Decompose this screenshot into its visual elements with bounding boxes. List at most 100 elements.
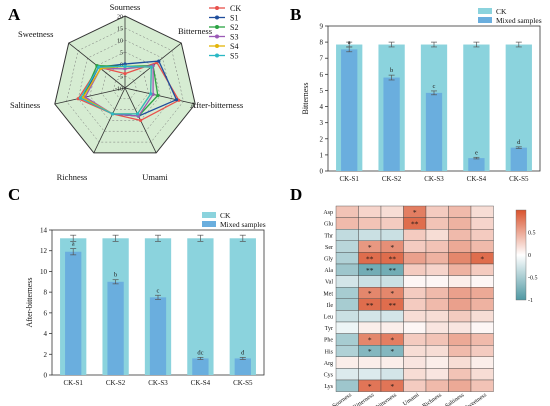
heatmap-cell <box>358 228 382 241</box>
radar-tick-label: -5 <box>118 75 123 81</box>
significance-mark: ** <box>411 220 419 229</box>
heatmap-cell <box>403 345 427 358</box>
heatmap-cell <box>358 368 382 381</box>
heatmap-cell <box>470 368 494 381</box>
significance-mark: ** <box>389 301 397 310</box>
heatmap-cell <box>358 356 382 369</box>
legend-label: S2 <box>230 23 238 32</box>
column-label: Saltiness <box>444 392 465 406</box>
legend-marker <box>215 15 219 20</box>
heatmap-cell <box>448 356 472 369</box>
heatmap-cell <box>335 240 359 253</box>
bar-mixed <box>234 358 251 375</box>
heatmap-cell <box>448 379 472 392</box>
colorbar-tick-label: 0.5 <box>528 231 536 237</box>
heatmap-cell <box>425 205 449 218</box>
legend-label: S5 <box>230 52 238 61</box>
heatmap-cell <box>335 298 359 311</box>
after-bitterness-bar-chart: 0 2 4 6 8 10 12 14 After-bitterness a CK-S1 b CK-S2 c… <box>25 211 266 387</box>
heatmap-cell <box>425 333 449 346</box>
heatmap-cell <box>403 263 427 276</box>
heatmap-cell <box>335 345 359 358</box>
significance-mark: * <box>390 336 394 345</box>
radar-point <box>151 92 155 96</box>
heatmap-cell <box>425 263 449 276</box>
radar-point <box>97 65 101 69</box>
heatmap-cell <box>448 275 472 288</box>
significance-letter: d <box>517 139 521 146</box>
heatmap-cell <box>403 298 427 311</box>
y-tick-label: 8 <box>320 39 324 47</box>
heatmap-cell <box>448 205 472 218</box>
radar-axis <box>124 87 196 105</box>
heatmap-cell <box>335 228 359 241</box>
bar-mixed <box>510 147 527 171</box>
legend-label: S3 <box>230 33 238 42</box>
heatmap-cell <box>448 228 472 241</box>
row-label: Asp <box>323 210 333 216</box>
heatmap-cell <box>448 217 472 230</box>
heatmap-cell <box>448 287 472 300</box>
legend-marker <box>215 53 219 58</box>
radar-series-s5 <box>79 65 152 115</box>
heatmap-cell <box>358 310 382 323</box>
bar-ck <box>463 44 490 171</box>
y-axis-label: Bitterness <box>301 83 310 115</box>
row-label: Gly <box>324 257 333 263</box>
significance-mark: ** <box>366 266 374 275</box>
column-label: Bitterness <box>352 392 376 406</box>
significance-mark: * <box>368 347 372 356</box>
bar-mixed <box>425 92 443 171</box>
radar-axis <box>93 87 126 154</box>
heatmap-cell <box>425 368 449 381</box>
row-label: Thr <box>324 233 333 239</box>
radar-tick-label: 0 <box>120 63 123 69</box>
radar-tick-label: 10 <box>117 39 123 45</box>
column-label: Richness <box>422 392 444 406</box>
significance-mark: * <box>390 347 394 356</box>
colorbar-tick-label: 0 <box>528 253 531 259</box>
y-tick-label: 5 <box>320 87 324 95</box>
heatmap-cell <box>380 205 404 218</box>
column-label: Sweetness <box>464 392 488 406</box>
row-label: Lys <box>324 384 333 390</box>
x-tick-label: CK-S2 <box>106 379 126 387</box>
bar-mixed <box>341 49 358 171</box>
radar-axis <box>54 87 126 105</box>
heatmap-cell <box>448 240 472 253</box>
heatmap-cell <box>403 275 427 288</box>
radar-chart: -10 -5 0 5 10 15 20 Sourness Bitterness After-bit… <box>10 2 243 182</box>
panel-label-a: A <box>8 5 21 24</box>
significance-letter: b <box>390 67 393 74</box>
legend-swatch-ck <box>478 8 492 14</box>
row-label: Ala <box>324 268 333 274</box>
radar-gridline <box>77 39 173 132</box>
row-label: Tyr <box>325 326 333 332</box>
heatmap-cell <box>335 379 359 392</box>
x-tick-label: CK-S5 <box>509 175 529 183</box>
radar-axis-label: Sourness <box>110 2 141 12</box>
radar-point <box>123 72 127 76</box>
heatmap-cell <box>403 228 427 241</box>
significance-letter: c <box>433 83 436 90</box>
significance-mark: ** <box>366 254 374 263</box>
heatmap-cell <box>335 356 359 369</box>
row-label: Arg <box>324 361 333 367</box>
heatmap-cell <box>448 368 472 381</box>
y-tick-label: 8 <box>44 289 48 297</box>
heatmap-cell <box>335 333 359 346</box>
heatmap-cell <box>335 287 359 300</box>
significance-letter: d <box>241 349 245 356</box>
heatmap-cell <box>470 240 494 253</box>
heatmap-cell <box>403 333 427 346</box>
radar-tick-label: -10 <box>115 87 123 93</box>
row-label: His <box>325 349 334 355</box>
legend-label: S4 <box>230 42 238 51</box>
x-tick-label: CK-S2 <box>382 175 402 183</box>
y-tick-label: 6 <box>44 309 48 317</box>
x-tick-label: CK-S4 <box>191 379 211 387</box>
legend-marker <box>215 25 219 29</box>
legend-label: CK <box>496 7 507 16</box>
y-axis-label: After-bitterness <box>25 277 34 327</box>
legend-marker <box>215 44 219 48</box>
